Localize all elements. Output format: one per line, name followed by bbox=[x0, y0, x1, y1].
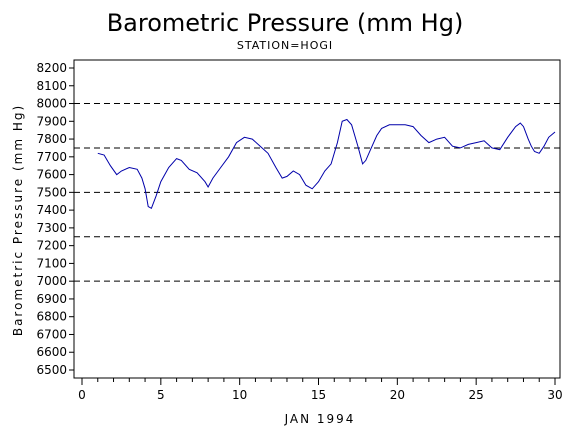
y-tick-label: 7400 bbox=[36, 203, 67, 217]
y-axis-label: Barometric Pressure (mm Hg) bbox=[11, 104, 25, 336]
y-tick-label: 7900 bbox=[36, 114, 67, 128]
x-tick-label: 5 bbox=[157, 388, 165, 402]
y-tick-label: 7300 bbox=[36, 221, 67, 235]
plot-frame bbox=[73, 59, 561, 379]
y-tick-label: 7000 bbox=[36, 274, 67, 288]
y-tick-label: 7600 bbox=[36, 168, 67, 182]
y-tick-label: 6800 bbox=[36, 310, 67, 324]
y-tick-label: 8200 bbox=[36, 61, 67, 75]
y-tick-label: 6700 bbox=[36, 327, 67, 341]
plot-area: 6500 6600 6700 6800 6900 7000 7100 7200 7300 7400… bbox=[36, 59, 563, 402]
chart-title: Barometric Pressure (mm Hg) bbox=[107, 9, 464, 37]
y-tick-label: 6600 bbox=[36, 345, 67, 359]
y-tick-label: 7500 bbox=[36, 185, 67, 199]
x-tick-label: 0 bbox=[78, 388, 86, 402]
y-tick-label: 8100 bbox=[36, 79, 67, 93]
y-tick-label: 6500 bbox=[36, 363, 67, 377]
x-tick-label: 20 bbox=[390, 388, 405, 402]
x-tick-label: 30 bbox=[547, 388, 562, 402]
y-tick-label: 7800 bbox=[36, 132, 67, 146]
y-tick-label: 7100 bbox=[36, 256, 67, 270]
chart-subtitle: STATION=HOGI bbox=[237, 39, 333, 52]
x-tick-label: 25 bbox=[469, 388, 484, 402]
x-tick-label: 10 bbox=[232, 388, 247, 402]
y-tick-label: 7200 bbox=[36, 239, 67, 253]
series-line bbox=[97, 118, 556, 210]
y-tick-label: 6900 bbox=[36, 292, 67, 306]
x-tick-label: 15 bbox=[311, 388, 326, 402]
y-tick-label: 7700 bbox=[36, 150, 67, 164]
y-tick-label: 8000 bbox=[36, 97, 67, 111]
x-axis-label: JAN 1994 bbox=[284, 412, 356, 426]
